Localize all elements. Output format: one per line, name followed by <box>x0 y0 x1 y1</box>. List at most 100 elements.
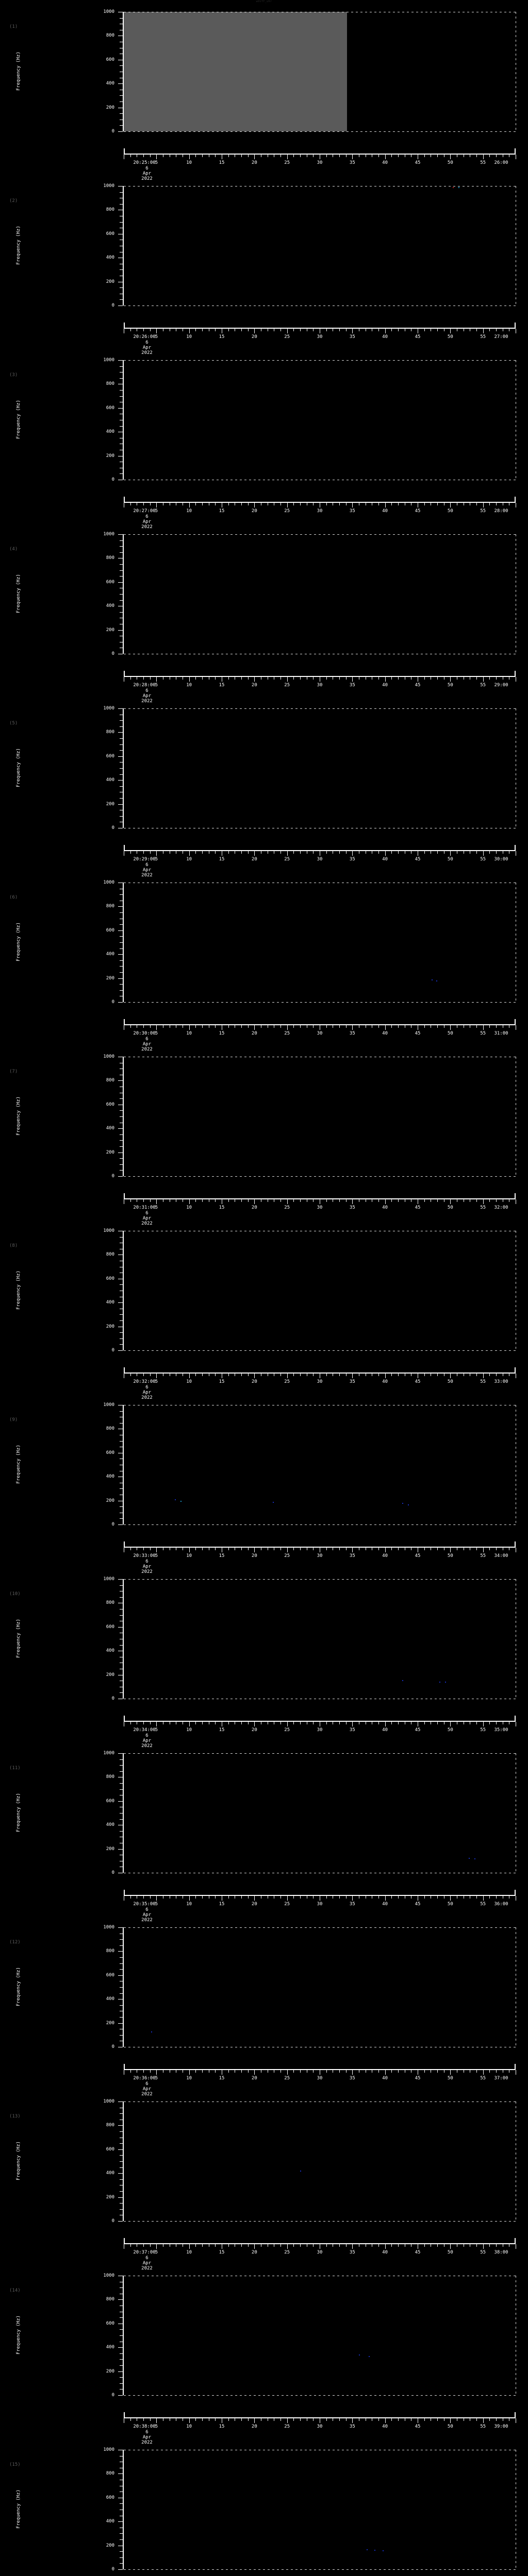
plot-area[interactable] <box>124 2276 516 2395</box>
x-tick-minor <box>248 1374 249 1376</box>
x-tick-label: 5 <box>155 2076 158 2081</box>
x-tick-minor <box>248 155 249 157</box>
x-tick-label: 50 <box>447 1727 453 1733</box>
x-tick-label: 20 <box>251 509 257 514</box>
x-tick-major <box>385 1722 386 1726</box>
y-tick-major <box>118 1002 123 1003</box>
panel-index-label: (14) <box>9 2288 21 2293</box>
x-tick-major <box>254 1374 255 1378</box>
plot-area[interactable] <box>124 186 516 306</box>
plot-area[interactable] <box>124 1405 516 1524</box>
x-axis-start-cap <box>124 323 125 329</box>
y-tick-minor <box>120 1963 123 1964</box>
y-tick-major <box>118 2221 123 2222</box>
date-line: 2022 <box>141 1221 153 1226</box>
x-tick-minor <box>326 155 327 157</box>
y-tick-label: 600 <box>106 1798 114 1804</box>
x-tick-minor <box>241 503 242 505</box>
x-tick-minor <box>391 155 392 157</box>
x-tick-label: 15 <box>219 1902 225 1907</box>
y-tick-minor <box>120 1789 123 1790</box>
y-tick-minor <box>120 1146 123 1147</box>
x-tick-label: 30 <box>317 857 323 862</box>
plot-area[interactable] <box>124 2450 516 2569</box>
y-tick-label: 600 <box>106 1450 114 1455</box>
x-tick-minor <box>398 329 399 331</box>
date-line: 6 <box>145 1211 148 1216</box>
x-tick-label: 20 <box>251 2250 257 2255</box>
x-tick-minor <box>391 1199 392 1202</box>
plot-area[interactable] <box>124 708 516 828</box>
y-tick-minor <box>120 1957 123 1958</box>
y-tick-major <box>118 1626 123 1628</box>
x-tick-major <box>483 2244 484 2249</box>
date-line: 6 <box>145 1733 148 1738</box>
x-axis-end-cap <box>515 497 516 503</box>
x-tick-minor <box>150 2244 151 2247</box>
x-tick-label: 10 <box>186 509 192 514</box>
x-tick-major <box>254 1548 255 1552</box>
x-tick-label: 55 <box>480 509 486 514</box>
y-tick-label: 200 <box>106 1846 114 1852</box>
plot-area[interactable] <box>124 2102 516 2221</box>
y-tick-label: 200 <box>106 1498 114 1503</box>
y-tick-label: 1000 <box>103 1925 114 1930</box>
x-tick-minor <box>489 503 490 505</box>
plot-area[interactable] <box>124 1057 516 1176</box>
y-tick-major <box>118 2125 123 2126</box>
x-tick-major <box>189 1374 190 1378</box>
y-tick-label: 800 <box>106 33 114 39</box>
x-tick-label: 50 <box>447 1553 453 1558</box>
x-tick-label: 30 <box>317 509 323 514</box>
x-axis-end-label: 32:00 <box>494 1205 508 1210</box>
y-tick-minor <box>120 2539 123 2540</box>
x-tick-minor <box>248 503 249 505</box>
plot-area[interactable] <box>124 1579 516 1699</box>
x-tick-minor <box>150 2418 151 2421</box>
x-tick-minor <box>228 851 229 854</box>
plot-area[interactable] <box>124 1753 516 1873</box>
x-tick-major <box>385 155 386 159</box>
y-tick-major <box>118 978 123 979</box>
x-tick-minor <box>391 2244 392 2247</box>
panel-index-label: (10) <box>9 1591 21 1597</box>
x-tick-label: 45 <box>415 1379 421 1384</box>
x-tick-label: 5 <box>155 1031 158 1036</box>
plot-area[interactable] <box>124 1231 516 1350</box>
x-tick-minor <box>130 1374 131 1376</box>
y-tick-minor <box>120 95 123 96</box>
x-tick-label: 25 <box>284 683 290 688</box>
date-line: Apr <box>142 345 152 350</box>
y-tick-label: 1000 <box>103 1577 114 1582</box>
plot-area[interactable] <box>124 1927 516 2047</box>
y-tick-minor <box>120 2317 123 2318</box>
x-tick-major <box>156 2418 157 2423</box>
x-tick-minor <box>476 155 477 157</box>
plot-area[interactable] <box>124 12 516 131</box>
y-tick-minor <box>120 540 123 541</box>
x-tick-label: 50 <box>447 1205 453 1210</box>
plot-area[interactable] <box>124 883 516 1002</box>
x-tick-minor <box>228 329 229 331</box>
x-tick-major <box>352 1374 353 1378</box>
plot-bottom-border <box>124 1350 516 1351</box>
x-tick-minor <box>150 1199 151 1202</box>
y-axis-title: Frequency (Hz) <box>16 2315 21 2354</box>
x-tick-major <box>352 1722 353 1726</box>
x-tick-major <box>156 503 157 507</box>
y-tick-label: 0 <box>111 477 114 482</box>
x-tick-minor <box>215 1722 216 1724</box>
x-tick-minor <box>202 2418 203 2421</box>
x-tick-label: 50 <box>447 334 453 340</box>
x-axis-end-label: 30:00 <box>494 857 508 862</box>
y-axis-spine <box>123 2450 124 2569</box>
x-tick-label: 55 <box>480 160 486 165</box>
x-tick-major <box>254 677 255 682</box>
y-axis-title: Frequency (Hz) <box>16 226 21 265</box>
plot-area[interactable] <box>124 360 516 480</box>
plot-area[interactable] <box>124 534 516 654</box>
x-tick-major <box>483 2418 484 2423</box>
date-stack-label: 6 Apr 2022 <box>141 1037 153 1052</box>
x-axis-start-cap <box>124 497 125 503</box>
x-tick-minor <box>476 2244 477 2247</box>
